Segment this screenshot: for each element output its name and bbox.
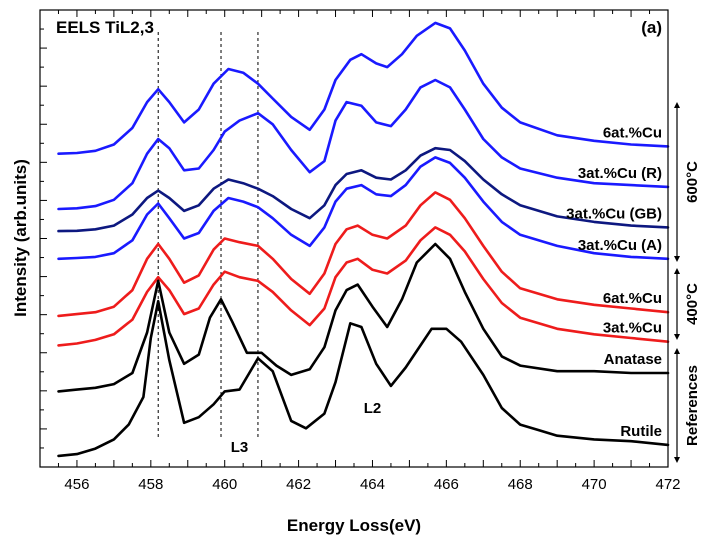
group-arrow-up	[674, 348, 680, 354]
x-tick-label: 460	[212, 476, 237, 493]
group-label: 400°C	[684, 283, 701, 325]
group-arrow-down	[674, 334, 680, 340]
group-arrow-up	[674, 102, 680, 108]
group-arrow-down	[674, 256, 680, 262]
axis-ticks: 456 458 460 462 464 466 468 470 472	[39, 9, 681, 493]
series-line	[57, 226, 670, 347]
x-tick-label: 456	[64, 476, 89, 493]
group-arrow-up	[674, 268, 680, 274]
series-line	[57, 146, 670, 233]
group-label: 600°C	[684, 161, 701, 203]
series-line	[57, 242, 670, 393]
series-label: Anatase	[604, 351, 662, 368]
panel-label: (a)	[641, 18, 662, 37]
y-axis-title: Intensity (arb.units)	[11, 159, 30, 317]
series-label: 3at.%Cu	[603, 320, 662, 337]
series-label: Rutile	[620, 423, 662, 440]
x-axis-title: Energy Loss(eV)	[287, 516, 421, 535]
series-line	[57, 21, 670, 155]
reference-lines	[157, 32, 259, 437]
series-label: 6at.%Cu	[603, 124, 662, 141]
series-line	[57, 299, 670, 458]
peak-annotation: L2	[364, 400, 382, 417]
series-label: 6at.%Cu	[603, 290, 662, 307]
chart-title: EELS TiL2,3	[56, 18, 154, 37]
x-tick-label: 472	[655, 476, 680, 493]
series-line	[57, 156, 670, 261]
series-line	[57, 78, 670, 211]
series-line	[57, 191, 670, 318]
x-tick-label: 468	[508, 476, 533, 493]
curve-labels: 6at.%Cu 3at.%Cu (R) 3at.%Cu (GB) 3at.%Cu (A…	[566, 124, 662, 440]
x-tick-label: 464	[360, 476, 385, 493]
x-tick-label: 470	[582, 476, 607, 493]
series-label: 3at.%Cu (GB)	[566, 205, 662, 222]
group-arrow-down	[674, 457, 680, 463]
series-label: 3at.%Cu (R)	[578, 165, 662, 182]
peak-annotation: L3	[231, 439, 249, 456]
x-tick-label: 462	[286, 476, 311, 493]
series-label: 3at.%Cu (A)	[578, 237, 662, 254]
peak-annotations: L3 L2	[231, 400, 382, 456]
x-tick-label: 458	[138, 476, 163, 493]
series-curves	[57, 21, 670, 458]
temperature-groups: 600°C 400°C References	[674, 102, 701, 463]
group-label: References	[684, 365, 701, 446]
x-tick-label: 466	[434, 476, 459, 493]
